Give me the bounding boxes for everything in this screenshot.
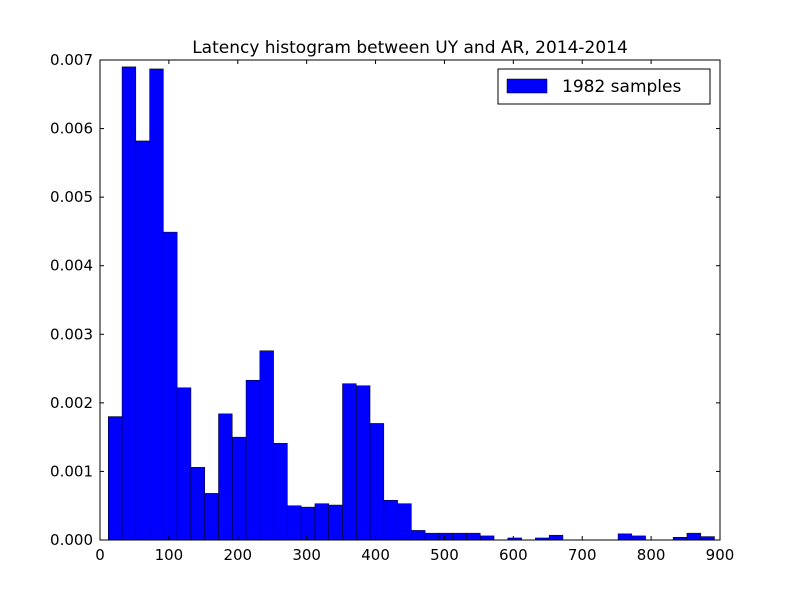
x-tick-label: 600 (499, 546, 528, 564)
y-tick-label: 0.001 (50, 462, 93, 480)
histogram-bar (259, 350, 274, 541)
histogram-bar (287, 505, 302, 541)
histogram-bar (273, 443, 288, 541)
bars-group (108, 66, 715, 541)
legend: 1982 samples (497, 68, 711, 105)
y-tick-label: 0.006 (50, 120, 93, 138)
x-tick-label: 700 (568, 546, 597, 564)
y-tick-label: 0.004 (50, 257, 93, 275)
y-tick-label: 0.005 (50, 188, 93, 206)
histogram-bar (356, 385, 371, 541)
y-tick-label: 0.007 (50, 51, 93, 69)
x-tick-label: 200 (223, 546, 252, 564)
x-tick-label: 400 (361, 546, 390, 564)
histogram-bar (548, 534, 564, 541)
x-tick-label: 800 (637, 546, 666, 564)
y-tick-label: 0.000 (50, 531, 93, 549)
histogram-bar (383, 499, 398, 541)
histogram-bar (204, 493, 219, 541)
x-tick-label: 900 (706, 546, 735, 564)
y-tick-label: 0.002 (50, 394, 93, 412)
histogram-bar (300, 506, 316, 541)
histogram-bar (218, 413, 233, 541)
x-tick-label: 300 (292, 546, 321, 564)
x-tick-label: 0 (95, 546, 105, 564)
histogram-bar (121, 66, 137, 541)
histogram-bar (314, 503, 329, 541)
plot-frame (99, 59, 721, 541)
histogram-bar (149, 68, 164, 541)
histogram-bar (424, 532, 440, 541)
histogram-bar (245, 379, 261, 541)
histogram-bar (108, 416, 123, 541)
histogram-bar (163, 231, 178, 541)
histogram-bar (176, 387, 192, 541)
legend-label: 1982 samples (562, 77, 681, 97)
histogram-bar (411, 530, 426, 541)
histogram-bar (617, 533, 633, 541)
y-tick-label: 0.003 (50, 325, 93, 343)
histogram-bar (438, 532, 453, 541)
histogram-bar (369, 423, 385, 541)
x-tick-label: 100 (155, 546, 184, 564)
histogram-bar (232, 436, 247, 541)
histogram-bar (686, 532, 701, 541)
histogram-bar (190, 467, 205, 541)
histogram-bar (631, 535, 646, 541)
histogram-bar (342, 383, 357, 541)
histogram-bar (328, 504, 343, 541)
histogram-bar (397, 503, 412, 541)
chart-title: Latency histogram between UY and AR, 201… (192, 38, 628, 58)
histogram-bar (466, 532, 481, 541)
ticks-group: 0 100 200 300 400 500 600 700 800 900 0.000 0.001 0.… (50, 51, 734, 564)
x-tick-label: 500 (430, 546, 459, 564)
legend-swatch (506, 78, 548, 94)
histogram-bar (480, 535, 495, 541)
histogram-bar (452, 532, 467, 541)
histogram-bar (135, 140, 150, 541)
histogram-bar (700, 536, 715, 541)
